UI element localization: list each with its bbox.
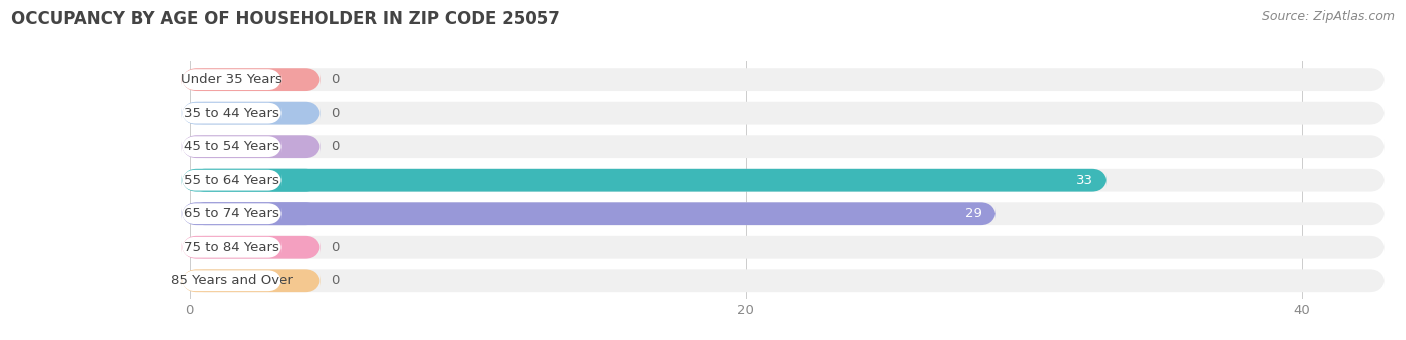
FancyBboxPatch shape — [181, 68, 321, 91]
FancyBboxPatch shape — [190, 169, 1385, 192]
Text: 0: 0 — [332, 241, 340, 254]
FancyBboxPatch shape — [181, 237, 281, 258]
Text: OCCUPANCY BY AGE OF HOUSEHOLDER IN ZIP CODE 25057: OCCUPANCY BY AGE OF HOUSEHOLDER IN ZIP C… — [11, 10, 560, 28]
Text: 0: 0 — [332, 107, 340, 120]
FancyBboxPatch shape — [181, 236, 321, 259]
FancyBboxPatch shape — [190, 202, 1385, 225]
FancyBboxPatch shape — [181, 270, 281, 291]
FancyBboxPatch shape — [181, 202, 321, 225]
FancyBboxPatch shape — [190, 135, 1385, 158]
FancyBboxPatch shape — [190, 269, 1385, 292]
Text: 0: 0 — [332, 274, 340, 287]
FancyBboxPatch shape — [181, 203, 281, 224]
FancyBboxPatch shape — [190, 236, 1385, 259]
FancyBboxPatch shape — [181, 136, 281, 157]
FancyBboxPatch shape — [181, 269, 321, 292]
Text: 65 to 74 Years: 65 to 74 Years — [184, 207, 278, 220]
FancyBboxPatch shape — [190, 169, 1107, 192]
Text: 85 Years and Over: 85 Years and Over — [170, 274, 292, 287]
FancyBboxPatch shape — [181, 135, 321, 158]
Text: 0: 0 — [332, 140, 340, 153]
FancyBboxPatch shape — [190, 202, 995, 225]
Text: 75 to 84 Years: 75 to 84 Years — [184, 241, 278, 254]
FancyBboxPatch shape — [181, 170, 281, 191]
Text: 35 to 44 Years: 35 to 44 Years — [184, 107, 278, 120]
FancyBboxPatch shape — [181, 169, 321, 192]
Text: Under 35 Years: Under 35 Years — [181, 73, 283, 86]
FancyBboxPatch shape — [181, 69, 281, 90]
Text: Source: ZipAtlas.com: Source: ZipAtlas.com — [1261, 10, 1395, 23]
Text: 45 to 54 Years: 45 to 54 Years — [184, 140, 278, 153]
Text: 55 to 64 Years: 55 to 64 Years — [184, 174, 278, 187]
FancyBboxPatch shape — [190, 102, 1385, 124]
FancyBboxPatch shape — [181, 102, 321, 124]
FancyBboxPatch shape — [181, 103, 281, 123]
Text: 29: 29 — [965, 207, 981, 220]
FancyBboxPatch shape — [190, 68, 1385, 91]
Text: 33: 33 — [1076, 174, 1092, 187]
Text: 0: 0 — [332, 73, 340, 86]
